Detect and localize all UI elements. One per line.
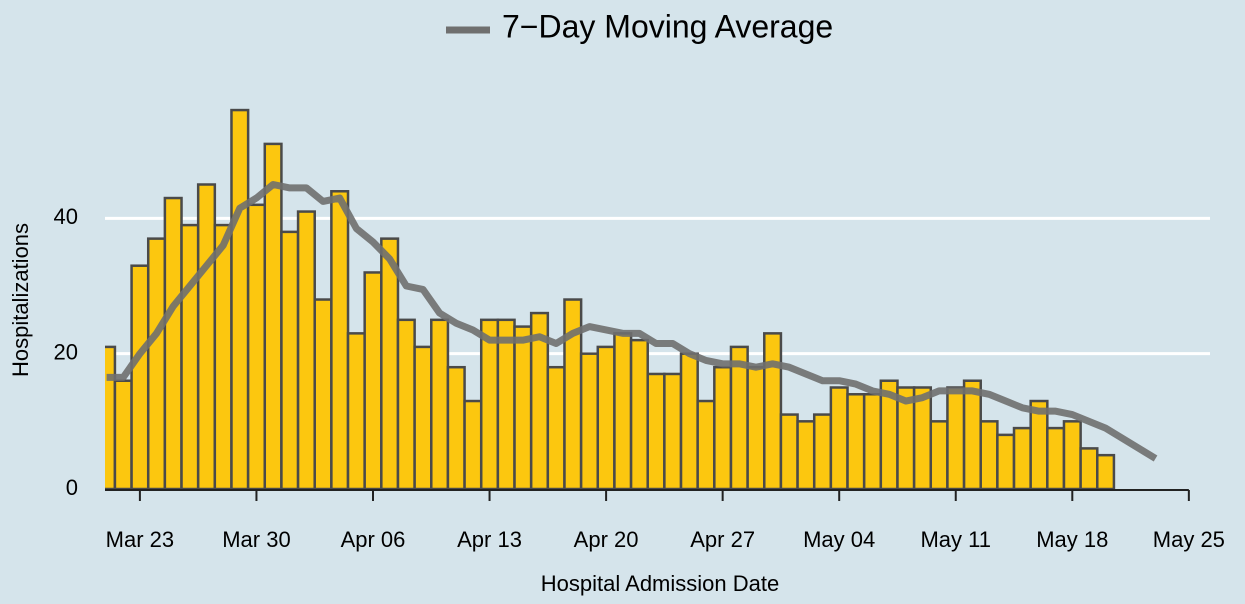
bar [146, 237, 167, 491]
bar [546, 365, 566, 491]
y-tick-label: 0 [66, 475, 78, 500]
bar [163, 196, 183, 491]
bar [446, 365, 466, 491]
bar [946, 386, 966, 491]
bar [862, 393, 883, 491]
bar [430, 318, 450, 491]
bar [629, 338, 649, 491]
bar [746, 365, 766, 491]
bar [213, 223, 233, 491]
bar [596, 345, 616, 491]
bar [763, 332, 783, 491]
bar [230, 108, 250, 491]
bar [263, 142, 283, 491]
x-tick-label: Apr 13 [457, 527, 522, 552]
axes: 0 20 40 Mar 23 Mar 30 Apr 06 Apr 13 Apr 20 Apr 2… [54, 8, 1225, 551]
x-axis-title: Hospital Admission Date [541, 571, 779, 596]
bar [513, 325, 533, 491]
bar [796, 420, 816, 491]
bar [105, 345, 117, 491]
bar [1012, 426, 1032, 491]
x-tick-label: Apr 06 [341, 527, 406, 552]
bar [496, 318, 516, 491]
x-tick-label: May 11 [920, 527, 991, 552]
bar [1096, 453, 1116, 491]
bar [696, 399, 716, 491]
bar [413, 345, 433, 491]
bar [380, 237, 400, 491]
y-tick-label: 40 [54, 204, 78, 229]
bar [663, 372, 683, 491]
bar [196, 183, 217, 491]
bar [1046, 426, 1066, 491]
bar [912, 386, 933, 491]
plot-area [105, 108, 1158, 491]
bar [713, 365, 733, 491]
bar [779, 413, 799, 491]
bar [463, 399, 483, 491]
bar [479, 318, 500, 491]
x-tick-label: Apr 27 [690, 527, 755, 552]
bar [646, 372, 666, 491]
bar [579, 352, 600, 491]
bar [113, 379, 133, 491]
bar [363, 271, 383, 491]
x-tick-label: Apr 20 [574, 527, 639, 552]
bar [929, 420, 949, 491]
bar [979, 420, 999, 491]
bar [296, 210, 316, 491]
bar [962, 379, 982, 491]
bar [1079, 447, 1099, 491]
y-axis-title: Hospitalizations [8, 223, 33, 377]
bar [330, 190, 350, 491]
x-tick-label: May 25 [1153, 527, 1225, 552]
bar [996, 433, 1016, 491]
bar [246, 203, 267, 491]
x-tick-label: May 18 [1036, 527, 1108, 552]
bar [613, 332, 633, 491]
bar [313, 298, 333, 491]
bar [280, 230, 300, 491]
x-tick-label: Mar 30 [222, 527, 290, 552]
x-tick-label: May 04 [803, 527, 875, 552]
bar [829, 386, 849, 491]
bar [846, 393, 866, 491]
bar [180, 223, 200, 491]
bar [396, 318, 416, 491]
x-tick-label: Mar 23 [106, 527, 174, 552]
bar [346, 332, 366, 491]
bar [679, 352, 699, 491]
bar [130, 264, 150, 491]
bar [1062, 420, 1082, 491]
y-tick-label: 20 [54, 339, 78, 364]
legend-label: 7−Day Moving Average [502, 8, 833, 44]
bar [812, 413, 833, 491]
moving-average-line [106, 181, 1158, 462]
